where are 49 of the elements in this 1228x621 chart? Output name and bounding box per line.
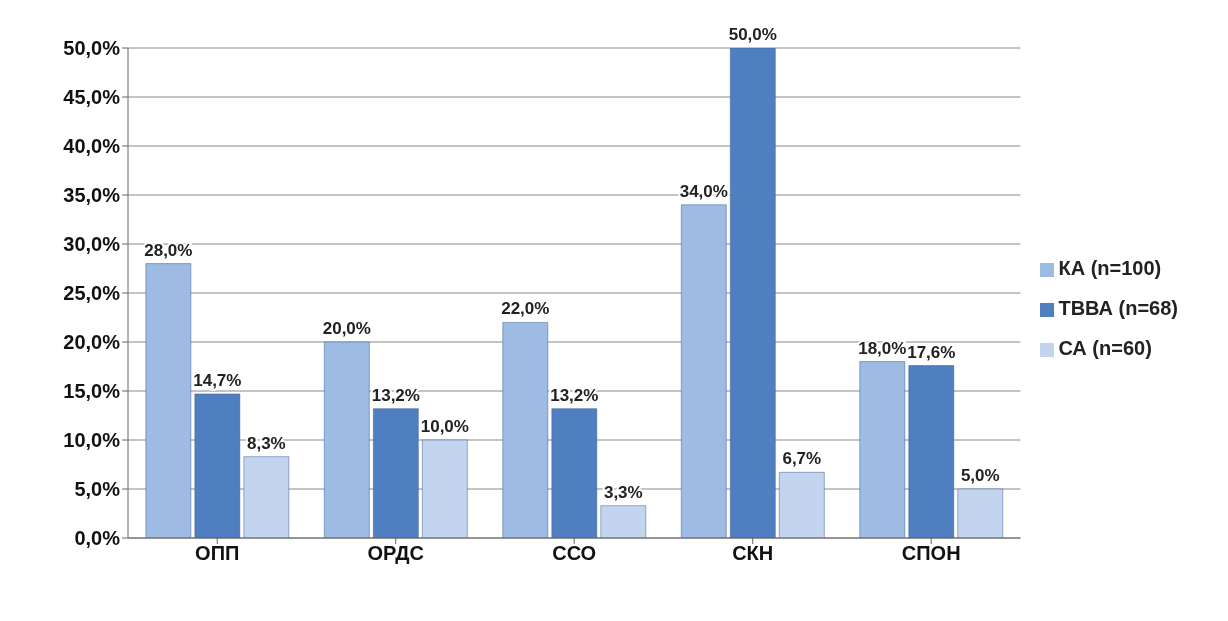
y-tick-label: 20,0% (63, 331, 121, 354)
data-label: 5,0% (960, 466, 1000, 485)
data-label: 18,0% (858, 338, 907, 358)
data-label: 17,6% (907, 342, 956, 362)
data-label: 3,3% (603, 482, 643, 502)
data-label: 50,0% (728, 25, 777, 44)
y-tick-label: 15,0% (63, 380, 121, 403)
bar (373, 408, 419, 538)
bar (908, 365, 955, 538)
x-tick-label: СПОН (901, 542, 961, 565)
data-label: 10,0% (420, 417, 469, 436)
bar (730, 48, 776, 538)
bar (502, 322, 549, 538)
bar (779, 472, 825, 538)
bar (551, 408, 598, 538)
legend-label: СА (n=60) (1058, 337, 1152, 359)
data-label: 34,0% (679, 181, 728, 201)
bar (194, 393, 241, 538)
data-label: 20,0% (322, 319, 371, 338)
data-label: 13,2% (371, 385, 420, 405)
legend-label: ТВВА (n=68) (1058, 297, 1178, 319)
bar (681, 204, 727, 538)
x-tick-label: ОПП (195, 542, 240, 565)
bar (145, 263, 192, 538)
bar (422, 439, 468, 538)
y-tick-label: 30,0% (63, 233, 121, 256)
data-label: 6,7% (782, 449, 822, 469)
data-label: 13,2% (550, 385, 599, 405)
bar (324, 341, 370, 538)
y-tick-label: 35,0% (63, 184, 121, 207)
x-tick-label: СКН (732, 542, 774, 565)
bar (600, 505, 647, 538)
bar (957, 488, 1004, 538)
bar (859, 361, 906, 538)
y-tick-label: 0,0% (74, 527, 121, 550)
y-tick-label: 25,0% (63, 282, 121, 305)
x-tick-label: ОРДС (367, 542, 424, 565)
data-label: 14,7% (193, 370, 242, 390)
data-label: 8,3% (246, 433, 286, 453)
y-tick-label: 40,0% (63, 135, 121, 158)
data-label: 28,0% (144, 240, 193, 260)
y-tick-label: 45,0% (63, 86, 121, 109)
data-label: 22,0% (501, 299, 550, 319)
x-tick-label: ССО (552, 542, 597, 565)
y-tick-label: 10,0% (63, 429, 121, 452)
y-tick-label: 50,0% (63, 37, 121, 60)
y-tick-label: 5,0% (74, 478, 121, 501)
legend-label: КА (n=100) (1058, 257, 1162, 279)
bar (243, 456, 290, 538)
